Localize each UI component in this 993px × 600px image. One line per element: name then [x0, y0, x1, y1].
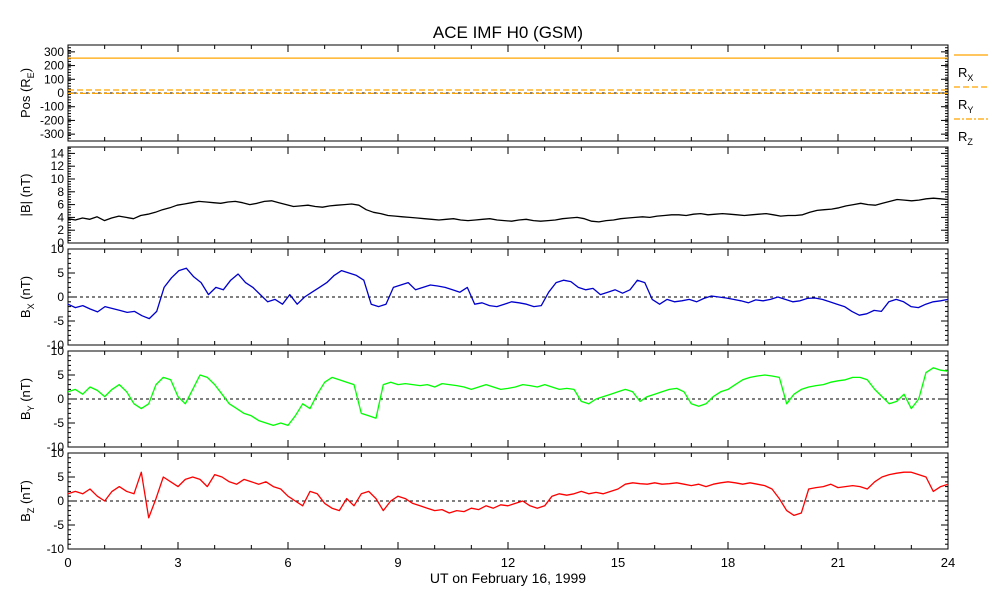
y-tick-label: 14 — [51, 146, 65, 160]
y-tick-label: 5 — [57, 266, 64, 280]
x-tick-label: 12 — [501, 555, 515, 570]
y-tick-label: 2 — [57, 223, 64, 237]
y-tick-label: 200 — [44, 59, 64, 73]
y-tick-label: 100 — [44, 72, 64, 86]
x-tick-label: 6 — [284, 555, 291, 570]
y-tick-label: 10 — [51, 242, 65, 256]
y-tick-label: -10 — [47, 542, 65, 556]
y-tick-label: 5 — [57, 368, 64, 382]
chart-title: ACE IMF H0 (GSM) — [433, 23, 583, 42]
x-axis-label: UT on February 16, 1999 — [430, 570, 586, 586]
y-tick-label: -100 — [40, 100, 64, 114]
y-tick-label: 4 — [57, 210, 64, 224]
y-tick-label: 8 — [57, 185, 64, 199]
y-tick-label: 0 — [57, 392, 64, 406]
y-tick-label: -10 — [47, 338, 65, 352]
y-tick-label: 5 — [57, 470, 64, 484]
series-line-bx — [67, 267, 949, 320]
x-tick-label: 0 — [64, 555, 71, 570]
y-tick-label: 0 — [57, 86, 64, 100]
y-tick-label: -5 — [53, 518, 64, 532]
x-tick-label: 3 — [174, 555, 181, 570]
y-tick-label: 10 — [51, 344, 65, 358]
y-tick-label: 6 — [57, 198, 64, 212]
y-tick-label: 10 — [51, 172, 65, 186]
y-tick-label: 12 — [51, 159, 65, 173]
y-tick-label: 0 — [57, 290, 64, 304]
y-axis-label: BY (nT) — [18, 378, 36, 420]
y-tick-label: -10 — [47, 440, 65, 454]
y-tick-label: -5 — [53, 416, 64, 430]
y-axis-label: BX (nT) — [18, 276, 36, 318]
x-tick-label: 18 — [721, 555, 735, 570]
y-tick-label: 10 — [51, 446, 65, 460]
panel-bx: 10 5 0 -5 -10 BX (nT) — [18, 242, 949, 352]
y-tick-label: 300 — [44, 45, 64, 59]
legend-label: RZ — [958, 129, 973, 147]
series-line-b-magnitude — [67, 197, 949, 223]
series-line-bz — [67, 471, 949, 519]
y-tick-label: 0 — [57, 236, 64, 250]
y-axis-label: Pos (RE) — [18, 68, 36, 118]
panel-frame — [67, 146, 949, 244]
y-tick-label: -300 — [40, 127, 64, 141]
x-tick-label: 21 — [831, 555, 845, 570]
y-axis-label: |B| (nT) — [18, 174, 33, 217]
legend-label: RX — [958, 65, 973, 83]
x-tick-label: 15 — [611, 555, 625, 570]
legend-label: RY — [958, 97, 973, 115]
panel-bz: 10 5 0 -5 -10 BZ (nT) — [18, 446, 949, 556]
y-tick-label: 0 — [57, 494, 64, 508]
panel-by: 10 5 0 -5 -10 BY (nT) — [18, 344, 949, 454]
y-tick-label: -5 — [53, 314, 64, 328]
y-tick-label: -200 — [40, 113, 64, 127]
x-tick-label: 9 — [394, 555, 401, 570]
series-line-by — [67, 367, 949, 427]
y-axis-label: BZ (nT) — [18, 480, 36, 522]
x-tick-label: 24 — [941, 555, 955, 570]
